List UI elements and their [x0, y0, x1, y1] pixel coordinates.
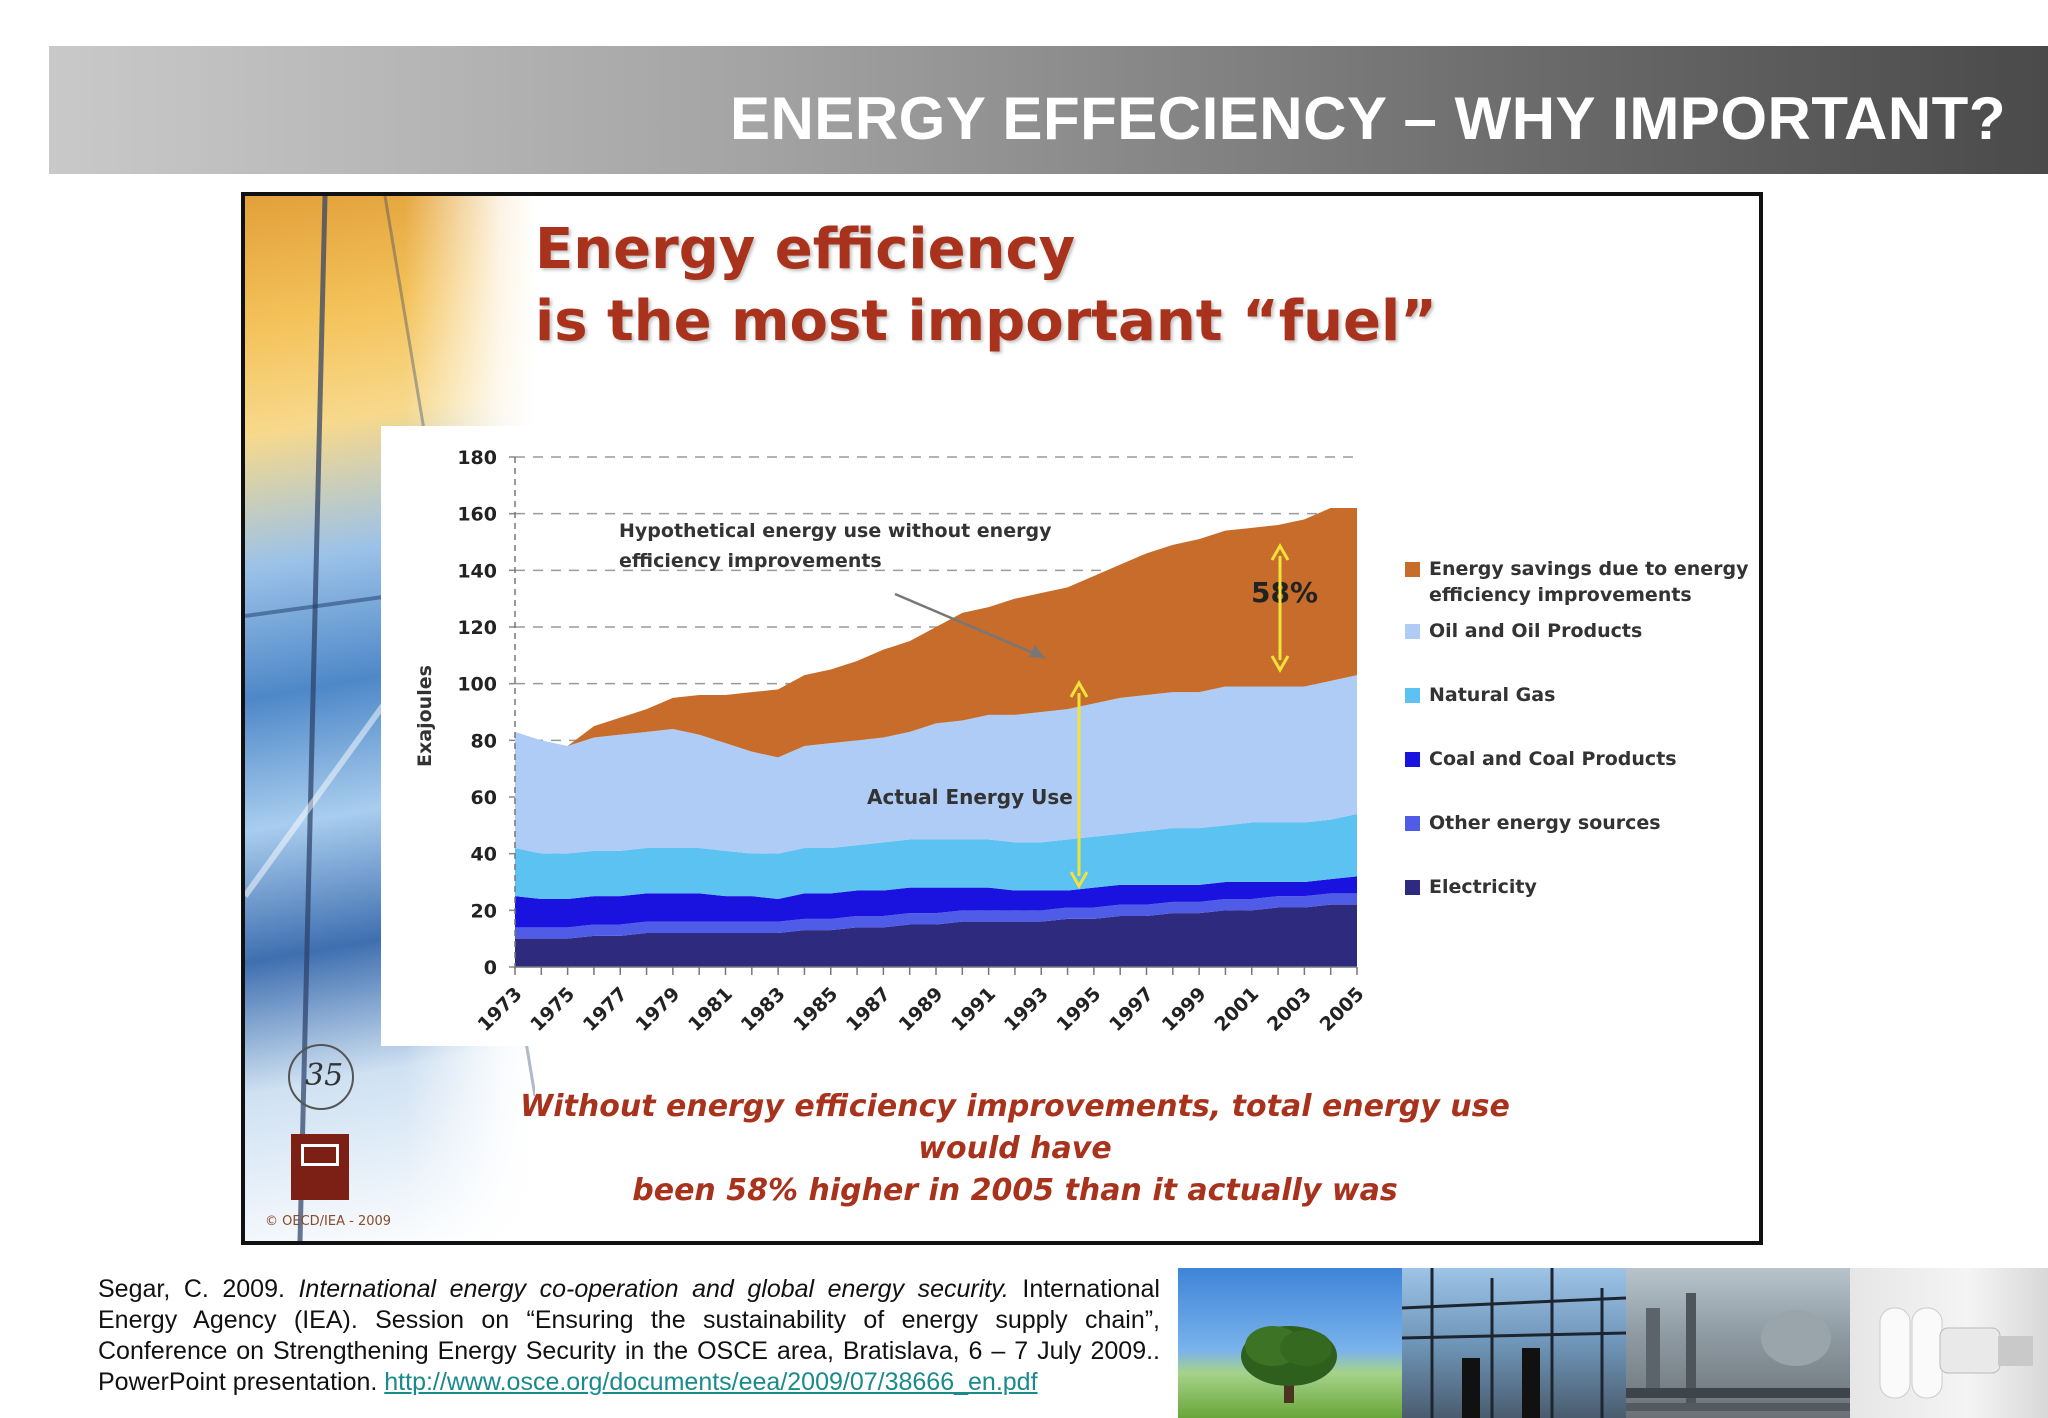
chart-annotations: Hypothetical energy use without energy ef…: [619, 520, 1318, 890]
x-tick-label: 1995: [1052, 983, 1105, 1036]
y-tick-label: 160: [457, 504, 497, 526]
copyright-text: © OECD/IEA - 2009: [265, 1214, 392, 1229]
y-tick-label: 100: [457, 674, 497, 696]
y-tick-label: 120: [457, 617, 497, 639]
tree-photo: [1178, 1268, 1402, 1418]
anniversary-logo: 35: [288, 1044, 354, 1110]
embedded-slide: Energy efficiency is the most important …: [241, 192, 1763, 1245]
legend-label: Natural Gas: [1429, 684, 1556, 706]
annotation-actual-energy-use: Actual Energy Use: [867, 785, 1073, 809]
savings-arrow: [1270, 542, 1290, 674]
reference-link[interactable]: http://www.osce.org/documents/eea/2009/0…: [384, 1368, 1038, 1396]
page-title: ENERGY EFFECIENCY – WHY IMPORTANT?: [729, 85, 2006, 152]
slide-title-line-2: is the most important “fuel”: [535, 289, 1437, 354]
y-tick-label: 60: [471, 787, 497, 809]
area-coal-and-coal-products: [515, 876, 1357, 928]
annotation-hypothetical: Hypothetical energy use without energy ef…: [619, 520, 1052, 572]
y-tick-label: 0: [484, 957, 497, 979]
annotation-58-percent: 58%: [1251, 576, 1318, 609]
refinery-illustration: [1626, 1293, 1850, 1411]
area-oil-and-oil-products: [515, 675, 1357, 854]
x-tick-label: 1983: [737, 983, 790, 1036]
power-station-photo: [1402, 1268, 1626, 1418]
x-tick-label: 1997: [1105, 983, 1158, 1036]
svg-text:35: 35: [305, 1058, 343, 1093]
reference-citation: Segar, C. 2009. International energy co-…: [98, 1274, 1160, 1398]
caption-line-1: Without energy efficiency improvements, …: [520, 1089, 1510, 1166]
reference-author: Segar, C. 2009.: [98, 1275, 299, 1303]
x-tick-label: 1979: [631, 983, 684, 1036]
legend-swatch: [1405, 816, 1420, 831]
x-tick-label: 2003: [1263, 983, 1316, 1036]
y-tick-label: 140: [457, 560, 497, 582]
legend-label: Coal and Coal Products: [1429, 748, 1677, 770]
annotation-arrow: [894, 592, 1046, 660]
caption-line-2: been 58% higher in 2005 than it actually…: [632, 1173, 1398, 1208]
legend-swatch: [1405, 688, 1420, 703]
area-natural-gas: [515, 814, 1357, 899]
reference-title: International energy co-operation and gl…: [298, 1275, 1009, 1303]
area-other-energy-sources: [515, 893, 1357, 939]
slide-title-line-1: Energy efficiency: [535, 217, 1076, 282]
header-bar: ENERGY EFFECIENCY – WHY IMPORTANT?: [49, 46, 2048, 174]
y-tick-label: 80: [471, 730, 497, 752]
x-tick-label: 2001: [1210, 983, 1263, 1036]
power-station-illustration: [1402, 1268, 1626, 1418]
y-tick-label: 180: [457, 447, 497, 469]
y-tick-label: 20: [471, 900, 497, 922]
legend-label: Energy savings due to energy efficiency …: [1429, 558, 1749, 606]
legend-swatch: [1405, 752, 1420, 767]
x-tick-label: 1993: [1000, 983, 1053, 1036]
x-tick-label: 1977: [579, 983, 632, 1036]
annotation-arrowhead: [1029, 645, 1045, 658]
chart-areas: [515, 508, 1357, 967]
legend-label: Other energy sources: [1429, 812, 1661, 834]
light-bulb-illustration: [1879, 1307, 2033, 1399]
x-tick-label: 1975: [526, 983, 579, 1036]
x-tick-label: 1985: [789, 983, 842, 1036]
y-tick-label: 40: [471, 844, 497, 866]
x-tick-label: 1981: [684, 983, 737, 1036]
legend-label: Electricity: [1429, 876, 1537, 898]
area-electricity: [515, 904, 1357, 967]
legend-swatch: [1405, 624, 1420, 639]
x-tick-label: 2005: [1316, 983, 1369, 1036]
tree-illustration: [1241, 1326, 1337, 1403]
refinery-photo: [1626, 1268, 1850, 1418]
legend-swatch: [1405, 880, 1420, 895]
legend-swatch: [1405, 562, 1420, 577]
x-tick-label: 1987: [842, 983, 895, 1036]
slide-title: Energy efficiency is the most important …: [535, 214, 1437, 358]
legend-label: Oil and Oil Products: [1429, 620, 1643, 642]
slide-caption: Without energy efficiency improvements, …: [465, 1086, 1565, 1212]
light-bulb-photo: [1850, 1268, 2048, 1418]
x-tick-label: 1989: [895, 983, 948, 1036]
area-energy-savings-due-to-energy-efficiency-improvements: [515, 508, 1357, 758]
y-axis-label: Exajoules: [414, 665, 436, 767]
x-tick-label: 1973: [474, 983, 527, 1036]
x-tick-label: 1991: [947, 983, 1000, 1036]
stacked-area-chart: 0 20 40 60 80 100 120 140 160 180 1973 1975 1977 1979…: [414, 447, 1369, 1036]
iea-logo: [291, 1134, 349, 1200]
actual-use-arrow: [1069, 679, 1089, 890]
x-tick-label: 1999: [1158, 983, 1211, 1036]
reference-details: International Energy Agency (IEA). Sessi…: [98, 1275, 1160, 1396]
